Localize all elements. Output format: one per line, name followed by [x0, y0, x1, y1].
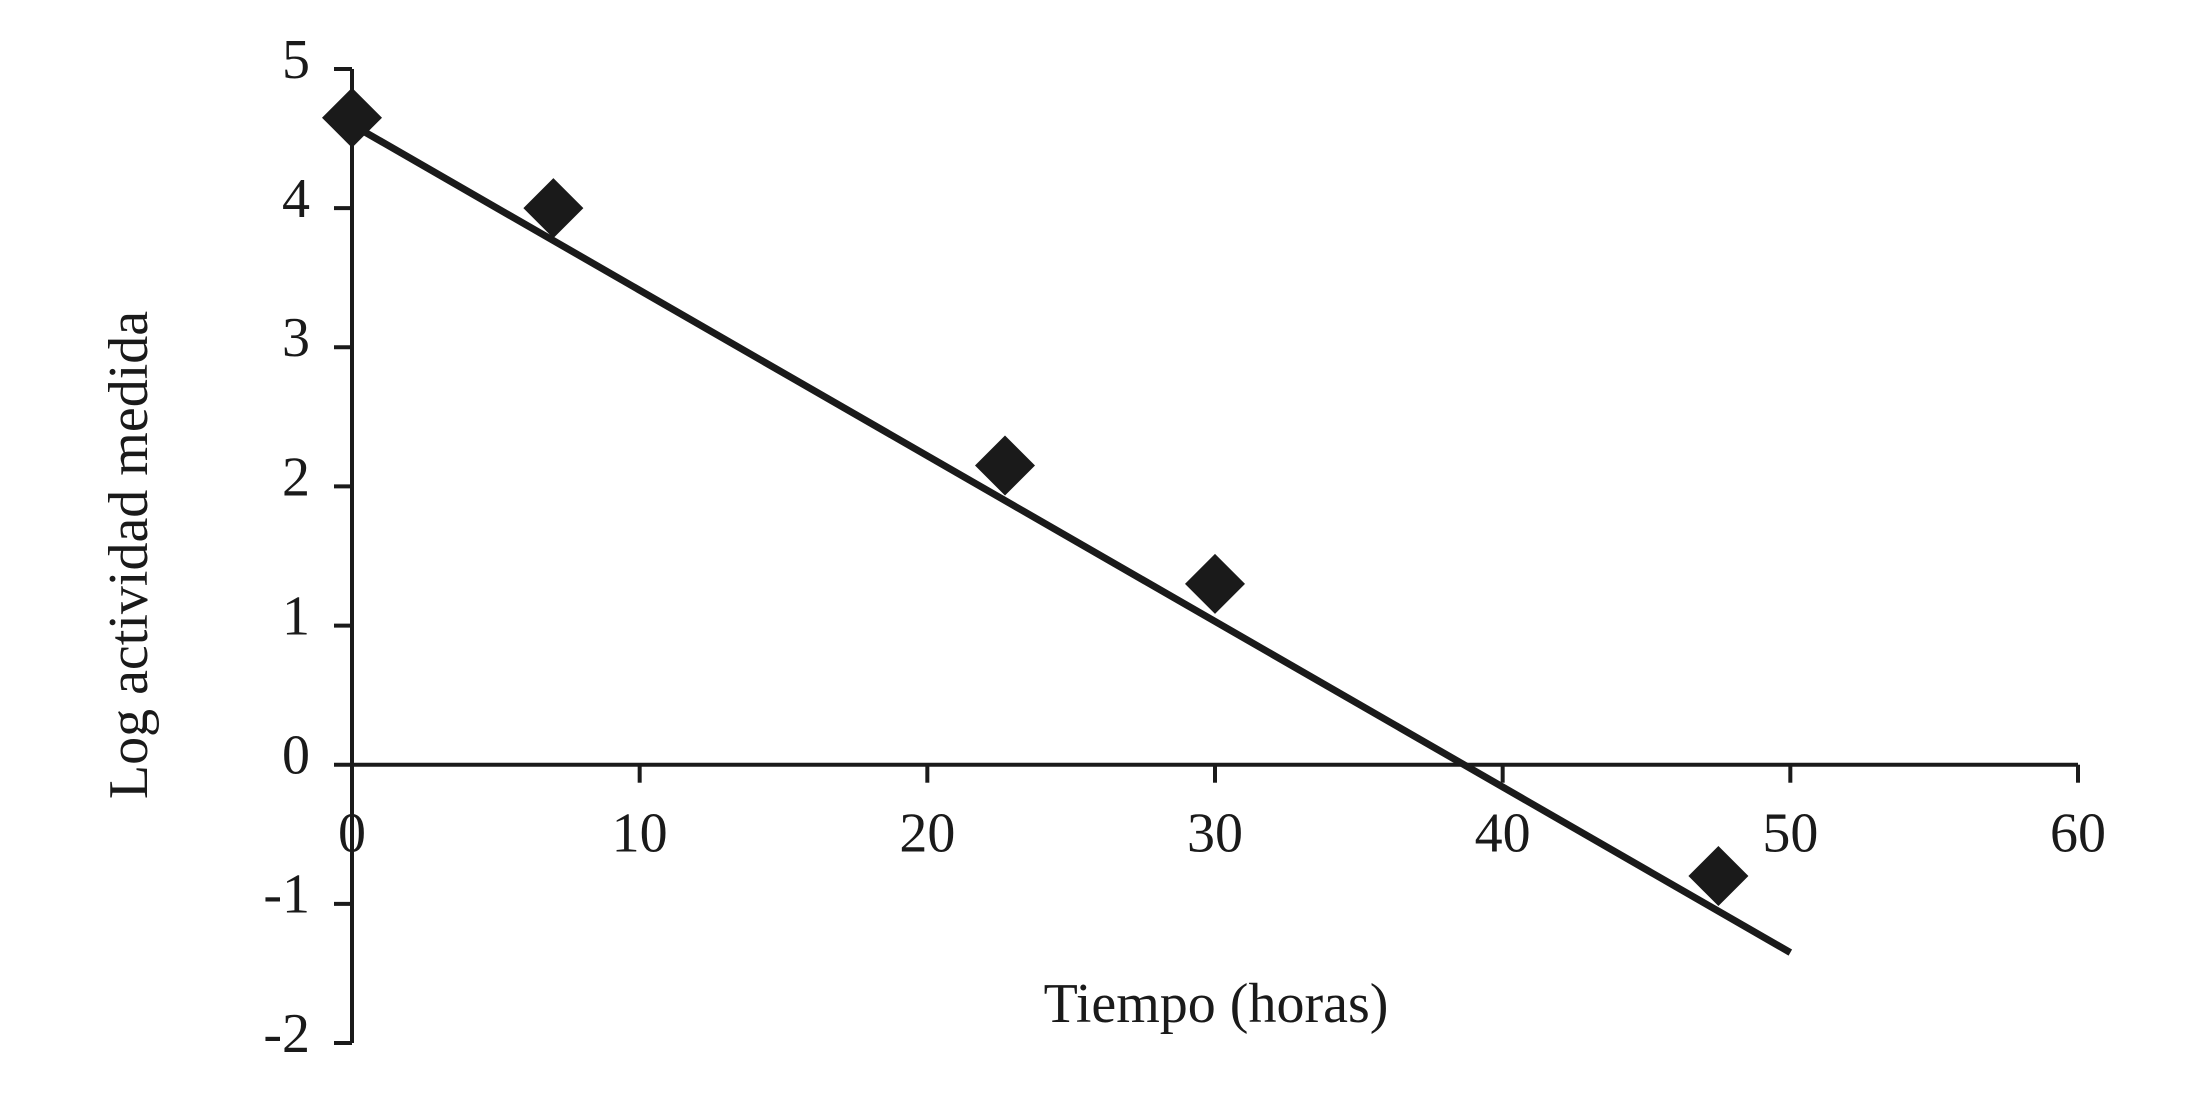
x-tick-label: 40 — [1475, 803, 1531, 865]
y-tick-label: 3 — [282, 307, 310, 369]
y-tick-label: 0 — [282, 725, 310, 787]
x-tick-label: 60 — [2050, 803, 2106, 865]
y-tick-label: -1 — [263, 864, 310, 926]
data-point — [523, 178, 584, 239]
y-tick-label: 4 — [282, 168, 310, 230]
x-tick-label: 20 — [899, 803, 955, 865]
data-point — [1688, 846, 1749, 907]
x-tick-label: 10 — [612, 803, 668, 865]
y-tick-label: 5 — [282, 29, 310, 91]
y-tick-label: 1 — [282, 585, 310, 647]
x-tick-label: 30 — [1187, 803, 1243, 865]
x-axis-label: Tiempo (horas) — [1044, 973, 1389, 1035]
data-point — [322, 87, 382, 148]
y-tick-label: -2 — [263, 1003, 310, 1065]
y-axis-label: Log actividad medida — [98, 311, 160, 799]
data-point — [975, 435, 1036, 496]
y-tick-label: 2 — [282, 446, 310, 508]
x-tick-label: 0 — [338, 803, 366, 865]
data-point — [1185, 553, 1245, 614]
x-tick-label: 50 — [1762, 803, 1818, 865]
trend-line — [350, 121, 1793, 956]
